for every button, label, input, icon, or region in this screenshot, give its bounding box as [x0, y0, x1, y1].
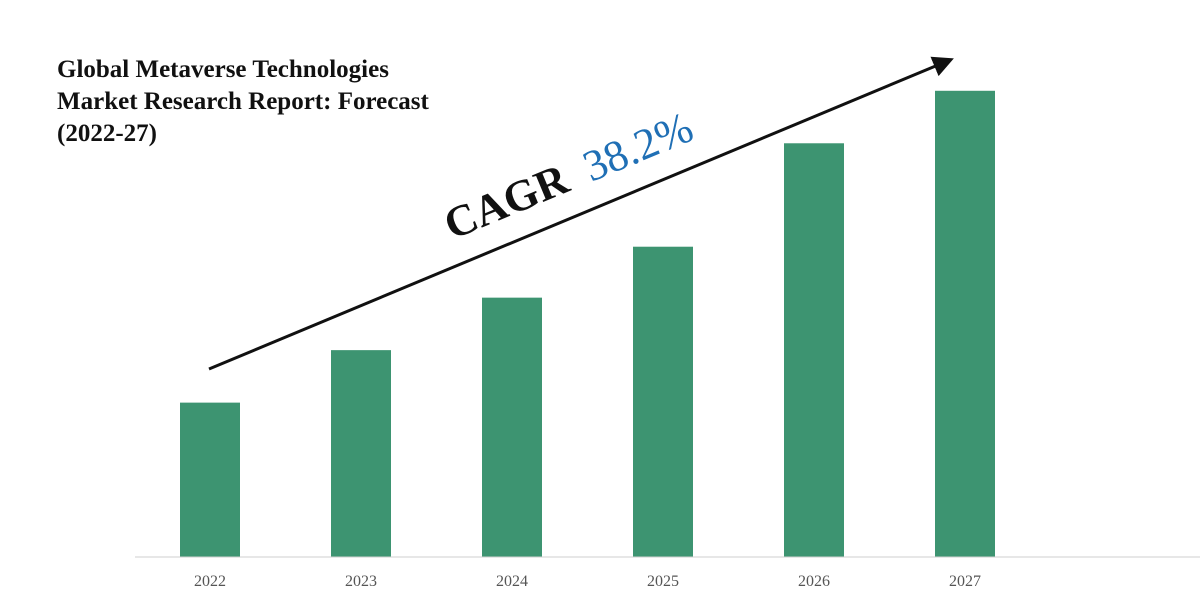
cagr-value: 38.2%	[576, 102, 700, 191]
x-tick-label-2025: 2025	[647, 573, 679, 590]
chart-title: Global Metaverse Technologies Market Res…	[57, 54, 429, 150]
bar-2026	[784, 143, 844, 557]
trend-arrow	[208, 56, 954, 371]
x-tick-label-2022: 2022	[194, 573, 226, 590]
bars-group	[180, 90, 995, 558]
bar-2027	[935, 90, 995, 557]
x-tick-label-2027: 2027	[949, 573, 981, 590]
chart-title-line-2: Market Research Report: Forecast	[57, 88, 429, 115]
cagr-label: CAGR	[437, 154, 577, 249]
bar-2024	[482, 297, 542, 557]
chart-title-line-3: (2022-27)	[57, 120, 157, 147]
chart-title-line-1: Global Metaverse Technologies	[57, 56, 389, 83]
x-tick-label-2026: 2026	[798, 573, 830, 590]
x-tick-labels: 2022 2023 2024 2025 2026 2027	[194, 573, 981, 590]
bar-2025	[633, 246, 693, 558]
x-tick-label-2024: 2024	[496, 573, 528, 590]
x-tick-label-2023: 2023	[345, 573, 377, 590]
cagr-annotation: CAGR 38.2%	[437, 102, 700, 249]
bar-2022	[180, 402, 240, 557]
bar-2023	[331, 350, 391, 557]
